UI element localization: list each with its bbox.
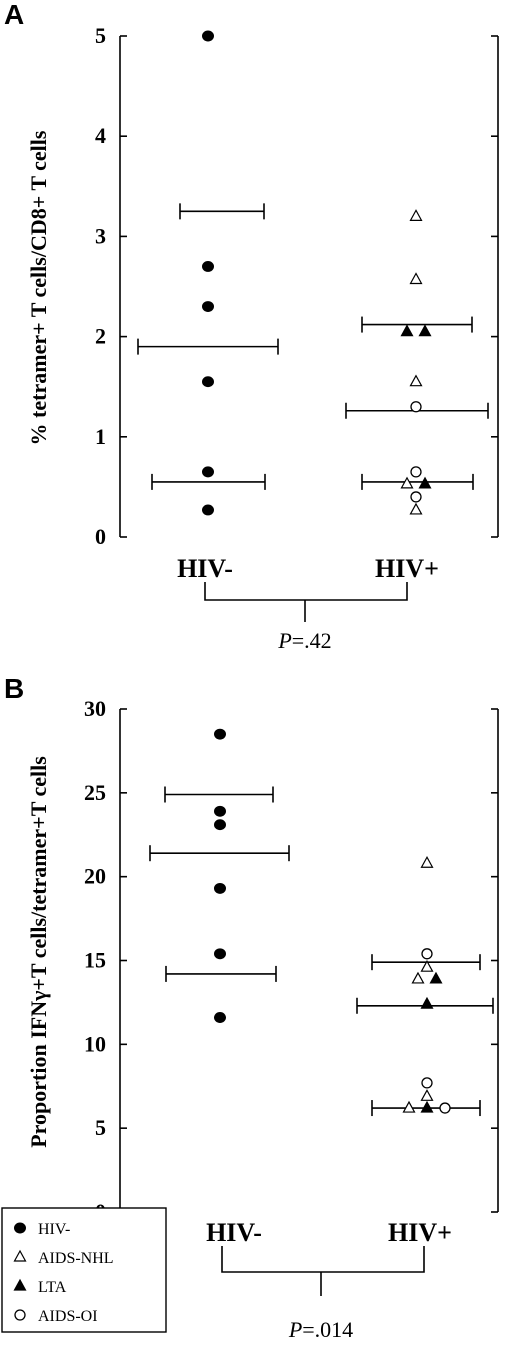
- data-point-open-triangle: [420, 856, 434, 868]
- panel-b-y-axis-label: Proportion IFNγ+T cells/tetramer+T cells: [26, 756, 51, 1148]
- legend-marker-open-circle: [14, 1309, 26, 1321]
- data-point-filled-circle: [202, 466, 214, 478]
- data-point-open-triangle: [409, 272, 423, 285]
- data-point-open-circle: [410, 401, 422, 413]
- panel-b-comparison-bracket: [221, 1246, 425, 1296]
- panel-a-y-axis-label: % tetramer+ T cells/CD8+ T cells: [26, 130, 51, 445]
- legend-marker-filled-triangle: [13, 1278, 27, 1291]
- data-point-filled-triangle: [420, 1100, 434, 1113]
- panel-a-summary-lines: [137, 203, 489, 490]
- data-point-filled-circle: [202, 261, 214, 272]
- panel-a-ticks: 0 1 2 3 4 5: [95, 23, 498, 549]
- data-point-filled-triangle: [429, 971, 443, 984]
- panel-b-frame: [119, 709, 499, 1212]
- data-point-open-triangle: [409, 374, 423, 387]
- y-tick-label: 5: [95, 23, 106, 48]
- y-tick-label: 15: [84, 948, 106, 973]
- legend-marker-filled-circle: [14, 1222, 26, 1234]
- data-point-filled-circle: [202, 504, 214, 516]
- y-tick-label: 30: [84, 696, 106, 721]
- legend-label: AIDS-NHL: [38, 1250, 114, 1267]
- y-tick-label: 4: [95, 123, 106, 148]
- y-tick-label: 0: [95, 524, 106, 549]
- legend-label: LTA: [38, 1279, 67, 1296]
- panel-b-points: [214, 728, 451, 1114]
- y-tick-label: 1: [95, 424, 106, 449]
- data-point-filled-triangle: [400, 324, 414, 337]
- data-point-open-triangle: [409, 502, 423, 515]
- data-point-open-triangle: [402, 1100, 416, 1113]
- panel-b-category-hiv-pos: HIV+: [388, 1218, 452, 1247]
- data-point-filled-circle: [214, 728, 226, 740]
- panel-a-points: [202, 30, 432, 516]
- legend-label: HIV-: [38, 1221, 70, 1238]
- panel-a-p-value: P=.42: [277, 628, 331, 653]
- panel-a-letter: A: [4, 0, 24, 30]
- panel-b-category-hiv-neg: HIV-: [206, 1218, 262, 1247]
- data-point-open-triangle: [420, 959, 434, 972]
- data-point-open-circle: [421, 1077, 433, 1089]
- y-tick-label: 5: [95, 1115, 106, 1140]
- data-point-filled-circle: [202, 30, 214, 42]
- legend-marker-open-triangle: [13, 1249, 27, 1262]
- panel-b: B Proportion IFNγ+T cells/tetramer+T cel…: [4, 673, 499, 1342]
- panel-a-category-hiv-pos: HIV+: [375, 554, 439, 583]
- data-point-filled-circle: [202, 301, 214, 312]
- panel-b-letter: B: [4, 673, 24, 704]
- panel-a-category-hiv-neg: HIV-: [177, 554, 233, 583]
- data-point-filled-circle: [214, 1012, 226, 1023]
- data-point-filled-triangle: [418, 324, 432, 337]
- data-point-filled-circle: [202, 376, 214, 388]
- y-tick-label: 10: [84, 1031, 106, 1056]
- data-point-open-triangle: [411, 971, 425, 984]
- legend: HIV- AIDS-NHL LTA AIDS-OI: [1, 1207, 167, 1333]
- data-point-filled-triangle: [420, 996, 434, 1009]
- y-tick-label: 25: [84, 780, 106, 805]
- y-tick-label: 2: [95, 324, 106, 349]
- data-point-open-circle: [410, 491, 422, 503]
- panel-b-p-value: P=.014: [288, 1317, 353, 1342]
- data-point-filled-circle: [214, 948, 226, 960]
- panel-b-ticks: 051015202530: [84, 696, 498, 1224]
- data-point-open-circle: [439, 1102, 451, 1114]
- data-point-open-triangle: [420, 1089, 434, 1101]
- data-point-filled-circle: [214, 882, 226, 894]
- data-point-filled-circle: [214, 805, 226, 817]
- data-point-filled-circle: [214, 819, 226, 831]
- y-tick-label: 20: [84, 864, 106, 889]
- y-tick-label: 3: [95, 223, 106, 248]
- panel-b-summary-lines: [149, 786, 494, 1117]
- panel-a: A % tetramer+ T cells/CD8+ T cells 0 1 2 3 4…: [4, 0, 499, 653]
- data-point-filled-triangle: [418, 476, 432, 489]
- data-point-open-circle: [410, 466, 422, 478]
- data-point-open-triangle: [409, 209, 423, 221]
- data-point-open-circle: [421, 948, 433, 960]
- panel-a-comparison-bracket: [204, 582, 408, 622]
- data-point-open-triangle: [400, 476, 414, 489]
- legend-box: [1, 1207, 167, 1333]
- panel-a-frame: [119, 36, 499, 537]
- legend-label: AIDS-OI: [38, 1308, 98, 1325]
